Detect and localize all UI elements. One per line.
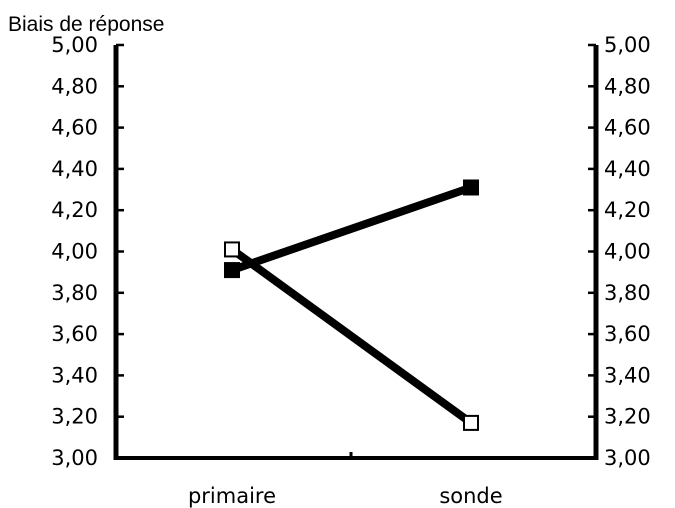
y-tick-label-left: 3,20 — [51, 405, 98, 429]
series-2-point-primaire — [224, 241, 240, 258]
y-tick-label-left: 4,40 — [51, 157, 98, 181]
series-markers — [224, 179, 479, 431]
series-lines — [228, 183, 475, 427]
y-tick-label-left: 3,00 — [51, 446, 98, 470]
series-2-point-sonde — [463, 414, 479, 431]
y-tick-label-right: 4,80 — [604, 74, 651, 98]
series-1-point-primaire — [224, 262, 240, 279]
category-labels: primaire sonde — [188, 484, 503, 508]
series-1-point-sonde — [463, 179, 479, 196]
y-tick-label-right: 4,60 — [604, 116, 651, 140]
y-tick-label-left: 4,60 — [51, 116, 98, 140]
y-tick-label-left: 3,40 — [51, 363, 98, 387]
series-line-1 — [228, 183, 475, 275]
y-tick-label-right: 5,00 — [604, 33, 651, 57]
category-label-sonde: sonde — [439, 484, 502, 508]
y-tick-label-left: 5,00 — [51, 33, 98, 57]
y-tick-label-left: 4,00 — [51, 240, 98, 264]
y-tick-label-right: 3,20 — [604, 405, 651, 429]
y-tick-label-right: 3,80 — [604, 281, 651, 305]
y-tick-label-left: 4,80 — [51, 74, 98, 98]
ticks: 3,00 3,00 3,20 3,20 3,40 3,40 3,60 3,60 3,80 3,80… — [51, 33, 651, 470]
y-tick-label-right: 3,40 — [604, 363, 651, 387]
series-line-2 — [228, 245, 475, 427]
y-tick-label-right: 3,00 — [604, 446, 651, 470]
y-tick-label-right: 4,20 — [604, 198, 651, 222]
y-tick-label-right: 4,00 — [604, 240, 651, 264]
axes — [113, 45, 599, 460]
y-tick-label-left: 4,20 — [51, 198, 98, 222]
y-axis-title: Biais de réponse — [8, 13, 164, 36]
y-tick-label-right: 4,40 — [604, 157, 651, 181]
y-tick-label-left: 3,80 — [51, 281, 98, 305]
y-tick-label-left: 3,60 — [51, 322, 98, 346]
category-label-primaire: primaire — [188, 484, 276, 508]
y-tick-label-right: 3,60 — [604, 322, 651, 346]
